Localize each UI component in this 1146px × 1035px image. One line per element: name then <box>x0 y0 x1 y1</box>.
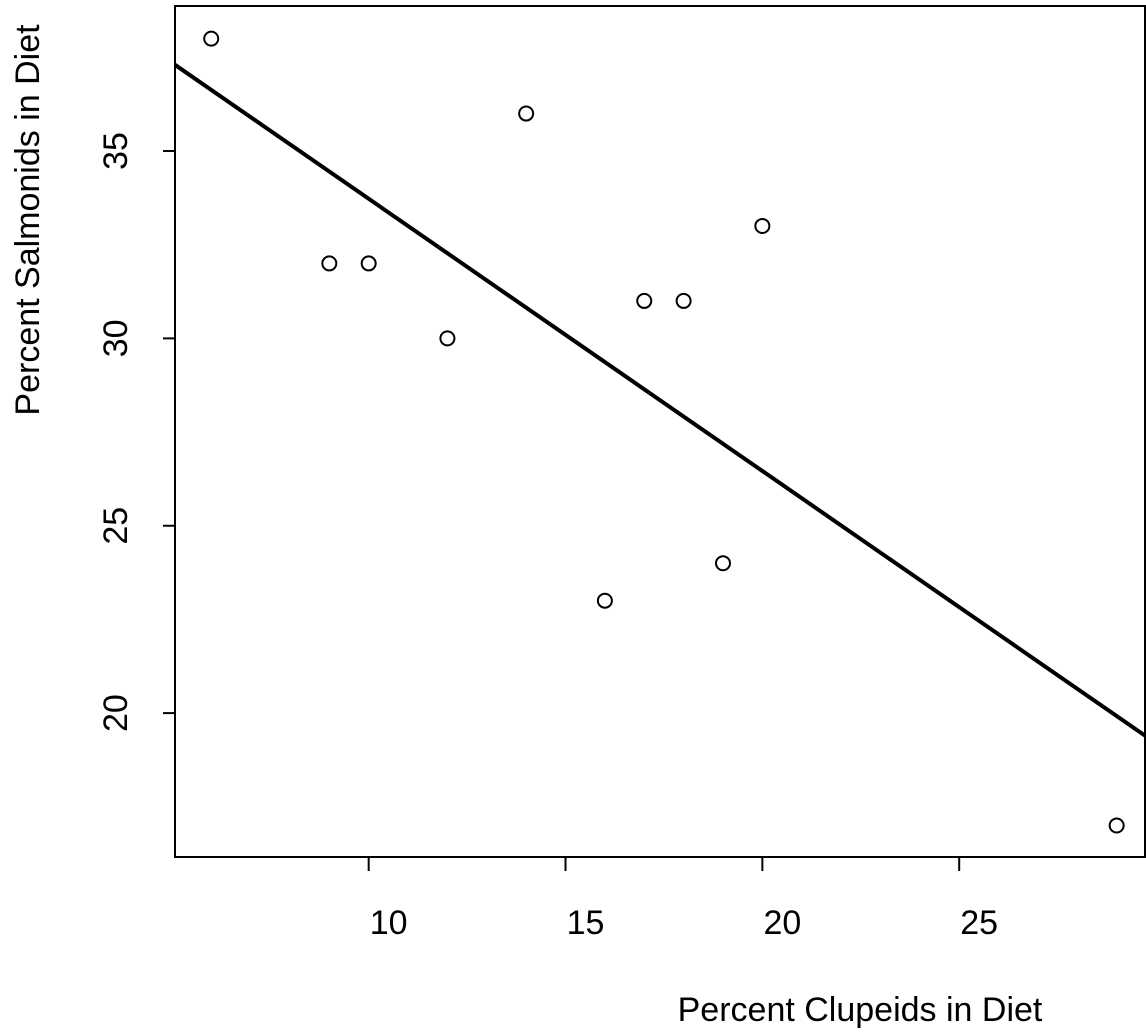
point <box>321 255 338 272</box>
y-tick-label: 30 <box>97 319 135 357</box>
y-tick-label: 20 <box>97 694 135 732</box>
point <box>360 255 377 272</box>
point <box>754 217 771 234</box>
plot-frame <box>174 5 1146 858</box>
point <box>675 292 692 309</box>
x-tick-label: 20 <box>763 904 801 942</box>
point <box>596 592 613 609</box>
point <box>439 330 456 347</box>
fit-line <box>173 63 1146 738</box>
x-axis-label: Percent Clupeids in Diet <box>678 991 1043 1029</box>
x-tick-label: 10 <box>370 904 408 942</box>
point <box>518 105 535 122</box>
y-tick-label: 35 <box>97 132 135 170</box>
y-axis-label: Percent Salmonids in Diet <box>9 24 47 416</box>
x-tick-label: 15 <box>567 904 605 942</box>
point <box>636 292 653 309</box>
x-tick-label: 25 <box>960 904 998 942</box>
y-tick-label: 25 <box>97 507 135 545</box>
point <box>714 555 731 572</box>
point <box>1108 817 1125 834</box>
point <box>203 30 220 47</box>
